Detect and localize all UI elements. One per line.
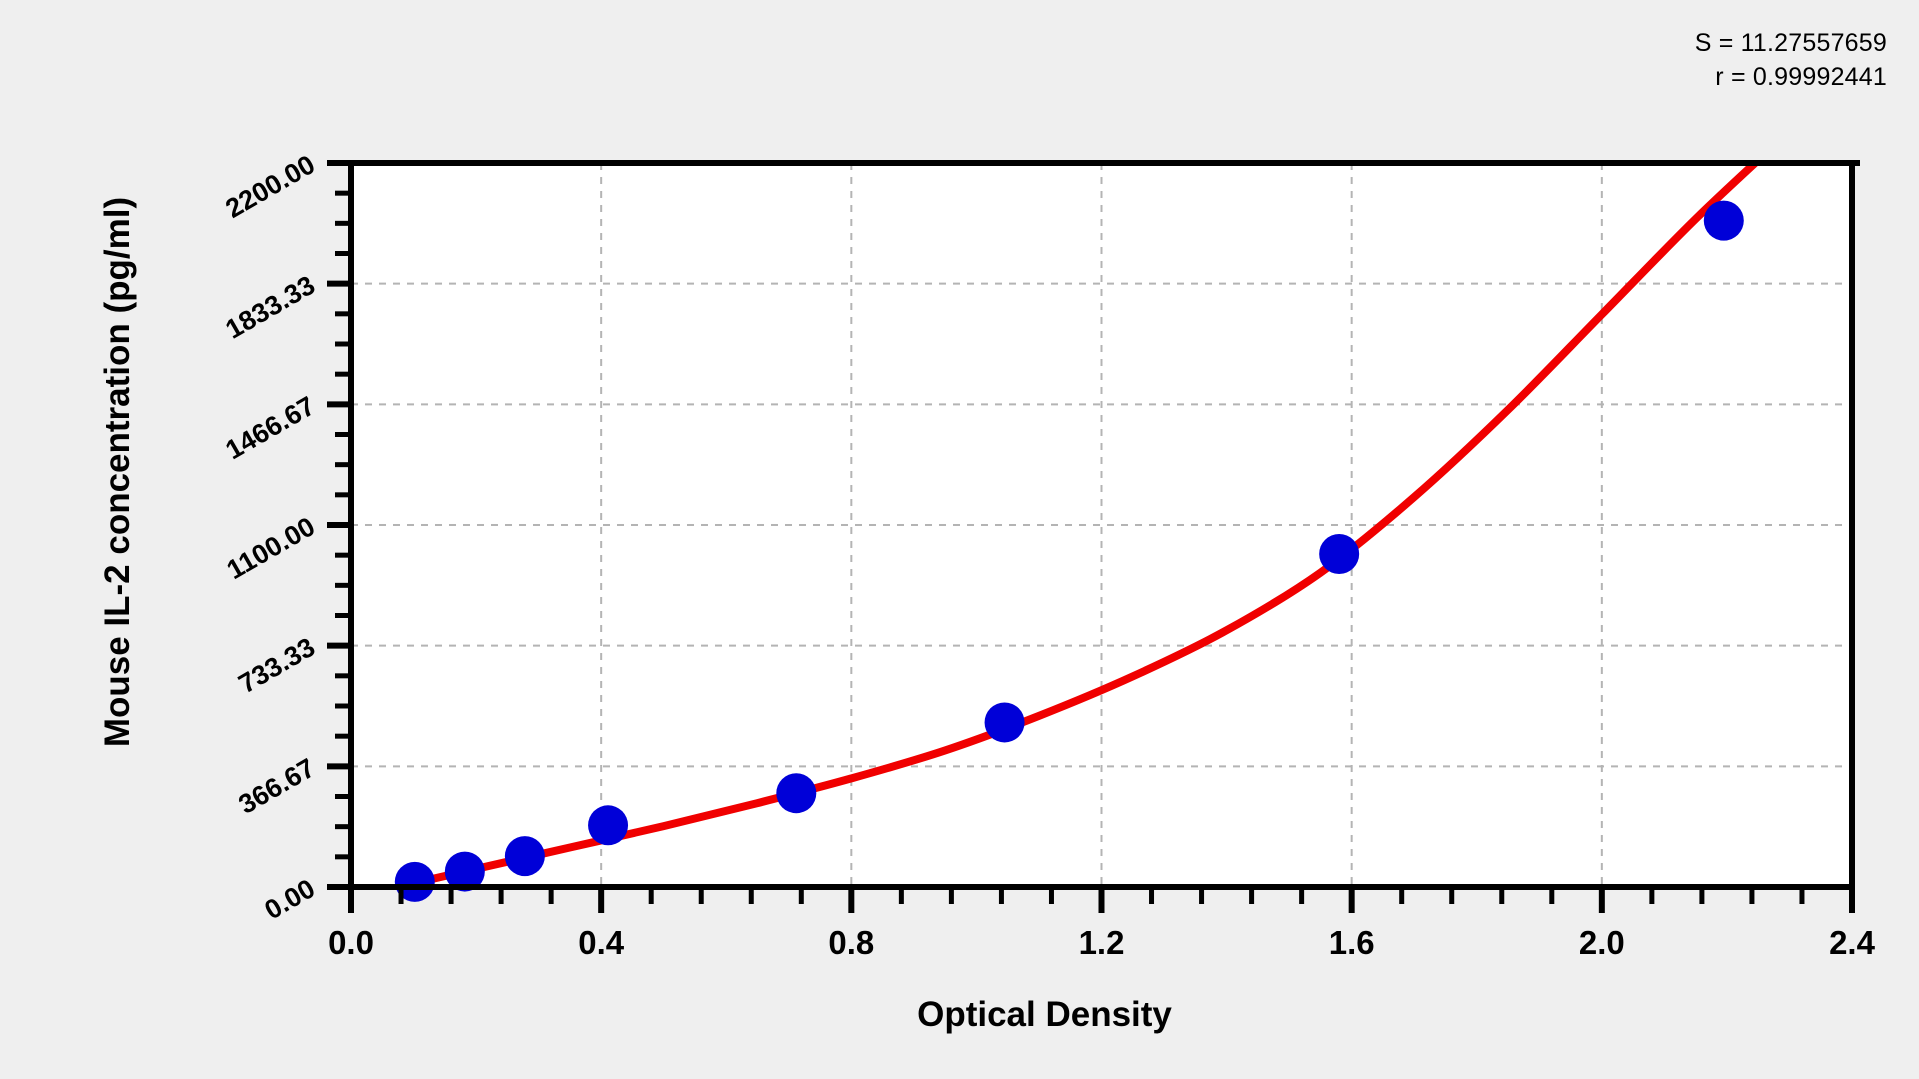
x-tick-label: 0.4	[578, 924, 625, 961]
y-tick-label: 1100.00	[222, 511, 320, 585]
data-point	[776, 773, 817, 814]
stat-r: r = 0.99992441	[1715, 63, 1887, 91]
x-tick-label: 0.0	[328, 924, 374, 961]
x-axis-title: Optical Density	[917, 995, 1172, 1034]
y-tick-label: 0.00	[259, 873, 320, 925]
stat-s: S = 11.27557659	[1694, 29, 1887, 57]
data-point	[588, 805, 629, 846]
y-tick-label: 1466.67	[220, 391, 320, 466]
data-point	[1703, 200, 1744, 241]
y-tick-label: 2200.00	[220, 149, 320, 224]
gridlines	[351, 163, 1852, 887]
x-tick-label: 1.6	[1329, 924, 1375, 961]
y-tick-label: 366.67	[233, 753, 320, 820]
data-point	[504, 836, 545, 877]
y-tick-label: 1833.33	[220, 270, 320, 345]
x-tick-label: 2.0	[1579, 924, 1625, 961]
x-tick-label: 0.8	[828, 924, 874, 961]
data-point	[444, 851, 485, 892]
x-tick-labels: 0.0 0.4 0.8 1.2 1.6 2.0 2.4	[328, 924, 1876, 961]
data-point	[394, 861, 435, 902]
fit-curve	[400, 163, 1762, 887]
data-point	[984, 702, 1025, 743]
axis-ticks	[327, 160, 1855, 913]
x-tick-label: 2.4	[1829, 924, 1876, 961]
y-tick-label: 733.33	[233, 632, 320, 699]
fit-statistics: S = 11.27557659 r = 0.99992441	[1695, 26, 1887, 94]
x-tick-label: 1.2	[1079, 924, 1125, 961]
axis-lines	[329, 160, 1860, 909]
data-point	[1319, 533, 1360, 574]
y-tick-labels: 0.00 366.67 733.33 1100.00 1466.67 1833.33 220…	[220, 149, 320, 925]
data-points	[394, 200, 1744, 902]
